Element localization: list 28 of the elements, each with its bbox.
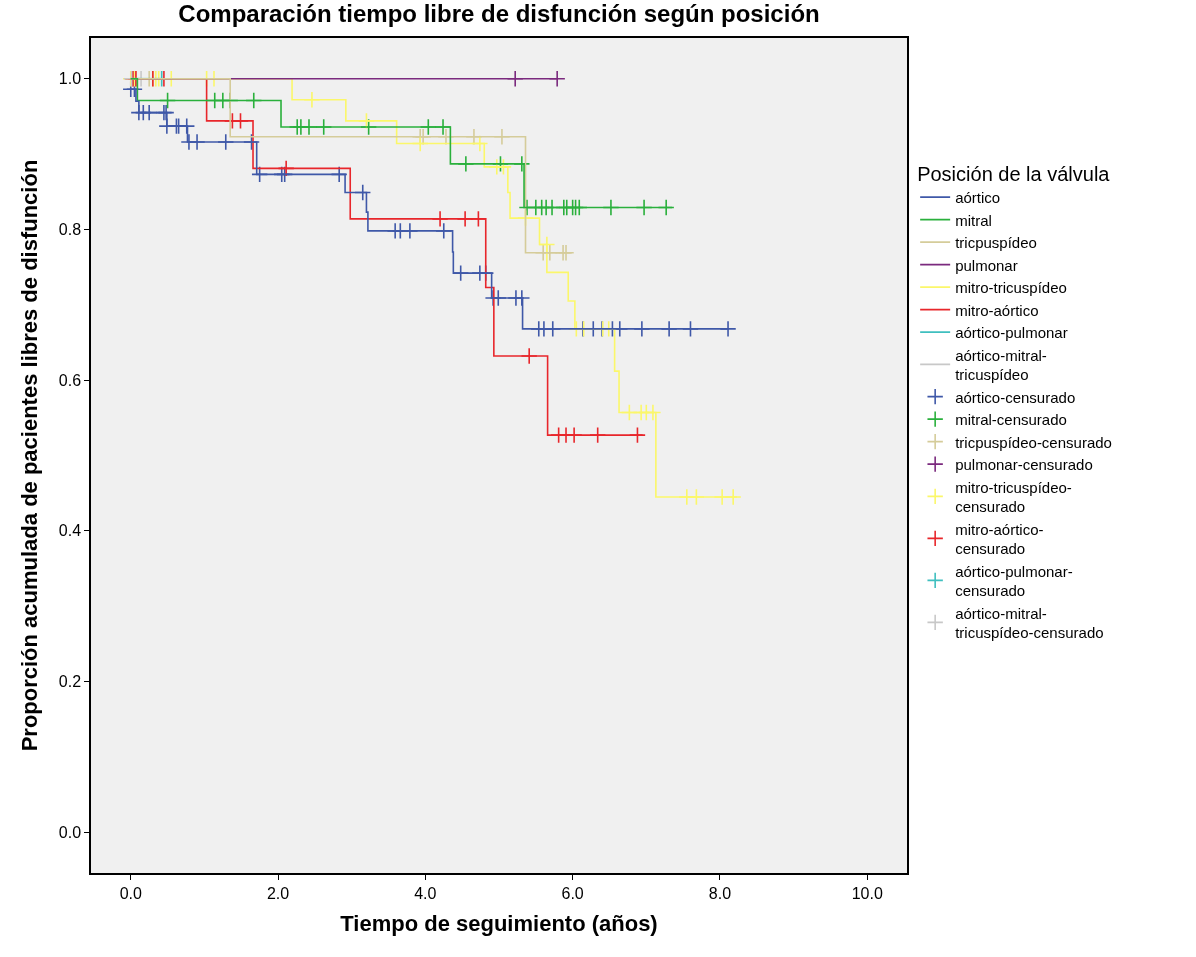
legend-label: tricpuspídeo-censurado: [955, 433, 1112, 451]
x-axis-title: Tiempo de seguimiento (años): [340, 911, 658, 937]
x-tick-label: 0.0: [119, 884, 142, 902]
legend-label: mitro-aórtico: [955, 301, 1039, 319]
legend-label: mitral: [955, 211, 992, 229]
y-tick-label: 0.0: [58, 823, 82, 841]
legend-title: Posición de la válvula: [917, 162, 1111, 185]
legend-label: pulmonar-censurado: [955, 456, 1093, 473]
y-tick-label: 0.8: [58, 221, 82, 239]
x-tick-label: 10.0: [851, 884, 883, 902]
legend-label: aórtico-censurado: [955, 388, 1076, 406]
x-tick-label: 4.0: [414, 884, 437, 902]
legend-label: mitro-tricuspídeo: [955, 279, 1067, 296]
y-axis-title: Proporción acumulada de pacientes libres de disfunción: [17, 159, 43, 752]
legend-label: aórtico-mitral-tricuspídeo-censurado: [955, 604, 1104, 641]
legend-label: aórtico: [955, 189, 1001, 206]
legend-label: aórtico-pulmonar: [955, 324, 1068, 341]
y-tick-label: 1.0: [58, 70, 82, 88]
y-tick-label: 0.2: [58, 673, 82, 691]
legend-label: tricpuspídeo: [955, 234, 1037, 251]
y-tick-label: 0.4: [58, 522, 82, 540]
x-tick-label: 8.0: [708, 884, 732, 902]
legend-label: pulmonar: [955, 256, 1018, 274]
legend-label: mitral-censurado: [955, 411, 1067, 428]
y-tick-label: 0.6: [58, 371, 82, 389]
x-tick-label: 2.0: [266, 884, 290, 902]
chart-title: Comparación tiempo libre de disfunción según posición: [178, 0, 820, 27]
x-tick-label: 6.0: [561, 884, 584, 902]
